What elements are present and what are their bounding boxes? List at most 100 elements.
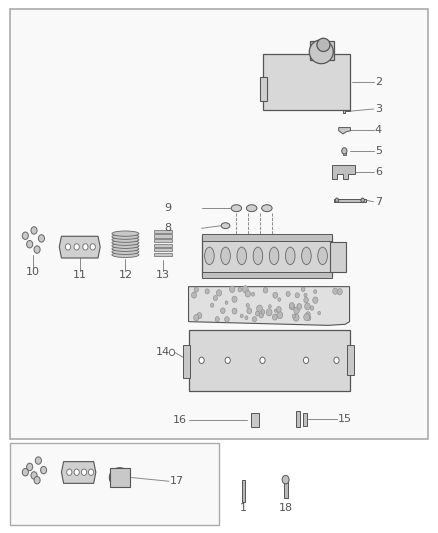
Bar <box>154 248 172 252</box>
Circle shape <box>274 309 277 312</box>
Ellipse shape <box>286 247 295 265</box>
Circle shape <box>74 244 79 250</box>
Ellipse shape <box>112 234 139 239</box>
Circle shape <box>22 232 28 239</box>
Circle shape <box>230 286 235 293</box>
Bar <box>347 345 354 375</box>
Circle shape <box>307 316 311 320</box>
Circle shape <box>272 314 277 320</box>
Circle shape <box>213 295 218 301</box>
Text: 18: 18 <box>279 503 293 513</box>
Circle shape <box>263 287 268 293</box>
Ellipse shape <box>269 247 279 265</box>
Text: 17: 17 <box>170 477 184 486</box>
Text: 2: 2 <box>375 77 382 87</box>
Circle shape <box>294 307 299 314</box>
Bar <box>110 468 130 487</box>
Bar <box>154 239 172 242</box>
Circle shape <box>304 293 307 297</box>
Polygon shape <box>59 236 100 258</box>
Ellipse shape <box>247 205 257 212</box>
Circle shape <box>297 304 301 308</box>
Circle shape <box>290 303 294 308</box>
Circle shape <box>282 475 289 484</box>
Bar <box>242 480 245 503</box>
Text: 9: 9 <box>164 203 171 213</box>
Circle shape <box>232 308 237 314</box>
Circle shape <box>293 314 299 321</box>
Polygon shape <box>188 287 350 325</box>
Circle shape <box>240 314 243 318</box>
Bar <box>311 41 334 60</box>
Circle shape <box>34 477 40 484</box>
Ellipse shape <box>231 205 242 212</box>
Ellipse shape <box>253 247 263 265</box>
Bar <box>188 330 350 391</box>
Text: 14: 14 <box>156 348 170 358</box>
Circle shape <box>170 349 175 356</box>
Circle shape <box>306 312 310 317</box>
Circle shape <box>333 288 338 294</box>
Ellipse shape <box>221 247 230 265</box>
Circle shape <box>225 357 230 364</box>
Text: 11: 11 <box>73 270 87 280</box>
Circle shape <box>337 288 343 295</box>
Circle shape <box>251 292 254 296</box>
Circle shape <box>252 317 257 322</box>
Circle shape <box>310 306 314 310</box>
Bar <box>260 77 267 101</box>
Bar <box>10 443 219 525</box>
Circle shape <box>74 469 79 475</box>
Circle shape <box>335 198 339 203</box>
Circle shape <box>286 292 290 296</box>
Circle shape <box>295 293 299 298</box>
Bar <box>201 236 332 276</box>
Text: 12: 12 <box>118 270 132 280</box>
Circle shape <box>304 357 309 364</box>
Circle shape <box>216 289 222 296</box>
Ellipse shape <box>110 468 130 487</box>
Circle shape <box>247 308 252 314</box>
Text: 6: 6 <box>375 167 382 177</box>
Text: 15: 15 <box>338 414 352 424</box>
Text: 3: 3 <box>375 104 382 114</box>
Circle shape <box>39 235 45 242</box>
Circle shape <box>318 311 321 314</box>
Text: 8: 8 <box>164 223 171 233</box>
Circle shape <box>278 298 281 301</box>
Ellipse shape <box>112 249 139 254</box>
Circle shape <box>342 148 347 154</box>
Circle shape <box>90 244 95 250</box>
Bar <box>184 345 190 378</box>
Bar <box>154 235 172 238</box>
Circle shape <box>268 305 271 308</box>
Circle shape <box>225 301 228 304</box>
Bar <box>304 413 307 425</box>
Circle shape <box>34 246 40 253</box>
Circle shape <box>205 289 209 294</box>
Circle shape <box>67 469 72 475</box>
Text: 10: 10 <box>26 267 40 277</box>
Circle shape <box>245 316 248 320</box>
Circle shape <box>245 290 251 297</box>
Bar <box>154 230 172 233</box>
Ellipse shape <box>309 40 333 63</box>
Bar <box>284 481 288 498</box>
Polygon shape <box>343 110 350 114</box>
Bar <box>201 234 332 240</box>
Ellipse shape <box>205 247 214 265</box>
Bar <box>262 54 350 110</box>
Polygon shape <box>339 127 350 134</box>
Circle shape <box>243 286 248 293</box>
Circle shape <box>260 357 265 364</box>
Bar <box>201 272 332 278</box>
Circle shape <box>361 198 364 203</box>
Circle shape <box>210 303 214 307</box>
Text: 1: 1 <box>240 503 247 513</box>
Circle shape <box>273 292 278 298</box>
Text: 13: 13 <box>156 270 170 280</box>
Bar <box>10 10 428 439</box>
Circle shape <box>259 313 263 318</box>
Circle shape <box>191 292 196 298</box>
Circle shape <box>194 314 199 321</box>
